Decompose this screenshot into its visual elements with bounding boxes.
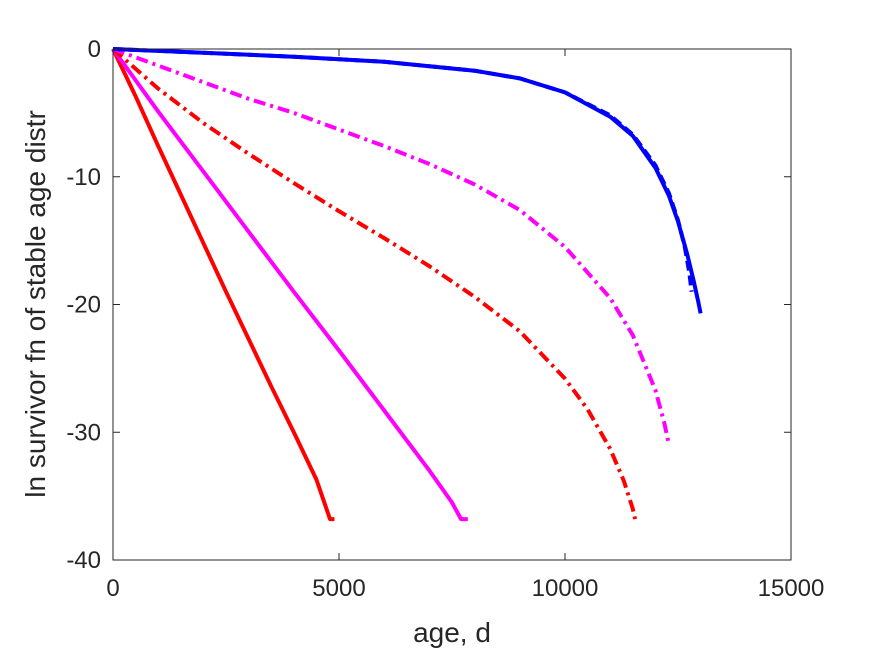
x-tick-label: 0	[106, 575, 119, 602]
y-tick-label: -20	[66, 292, 101, 319]
x-tick-label: 10000	[532, 575, 599, 602]
series-line-2	[111, 47, 468, 522]
ticks-layer: 0 5000 10000 15000 0 -10 -20 -30 -40	[66, 36, 824, 602]
y-tick-label: -40	[66, 547, 101, 574]
x-axis-title: age, d	[413, 617, 491, 648]
series-line-4	[112, 47, 671, 446]
series-line-1	[111, 48, 335, 522]
y-tick-label: 0	[88, 36, 101, 63]
x-tick-label: 15000	[758, 575, 825, 602]
series-line-6	[112, 47, 703, 314]
y-axis-title: ln survivor fn of stable age distr	[20, 110, 51, 498]
plot-area	[113, 49, 791, 560]
series-line-3	[111, 47, 638, 520]
y-tick-label: -30	[66, 419, 101, 446]
y-tick-label: -10	[66, 164, 101, 191]
x-tick-label: 5000	[312, 575, 365, 602]
series-layer	[111, 47, 703, 522]
